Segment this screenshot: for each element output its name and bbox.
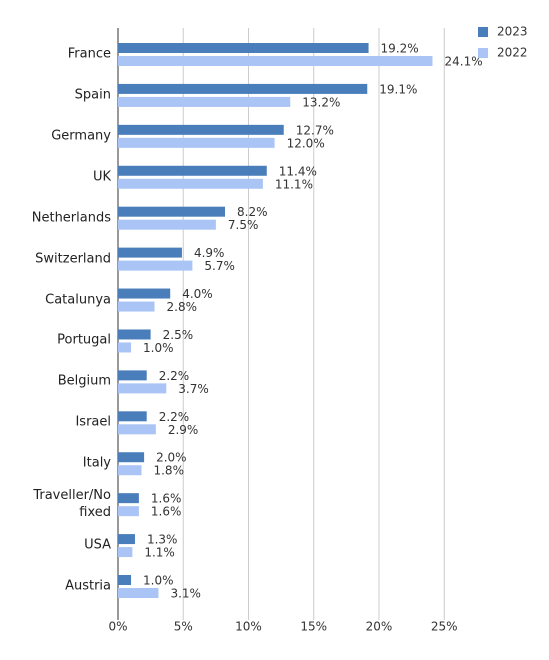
value-label: 1.1% bbox=[144, 546, 175, 560]
bar bbox=[118, 56, 433, 66]
y-tick-label: Germany bbox=[51, 128, 111, 144]
bar bbox=[118, 493, 139, 504]
value-label: 4.9% bbox=[194, 246, 225, 260]
x-tick-label: 0% bbox=[108, 620, 127, 634]
value-label: 2.9% bbox=[168, 423, 199, 437]
legend-label: 2022 bbox=[497, 46, 528, 60]
bar bbox=[118, 547, 133, 558]
bar bbox=[118, 247, 182, 258]
bar bbox=[118, 452, 145, 463]
value-label: 1.6% bbox=[151, 505, 182, 519]
x-tick-label: 5% bbox=[174, 620, 193, 634]
legend-swatch bbox=[478, 27, 488, 37]
y-tick-label: Italy bbox=[82, 455, 111, 471]
value-label: 2.2% bbox=[159, 410, 190, 424]
value-label: 1.0% bbox=[143, 574, 174, 588]
value-label: 2.2% bbox=[159, 369, 190, 383]
bar bbox=[118, 124, 284, 135]
value-label: 12.7% bbox=[296, 123, 334, 137]
y-tick-label: Belgium bbox=[57, 373, 111, 389]
bar bbox=[118, 342, 132, 353]
x-tick-label: 20% bbox=[366, 620, 393, 634]
value-label: 1.3% bbox=[147, 533, 178, 547]
bar bbox=[118, 424, 156, 435]
y-tick-label: Switzerland bbox=[35, 251, 111, 267]
y-tick-label: Israel bbox=[75, 414, 111, 430]
bar bbox=[118, 260, 193, 271]
value-label: 1.6% bbox=[151, 492, 182, 506]
value-label: 2.5% bbox=[163, 328, 194, 342]
bar bbox=[118, 575, 132, 585]
x-tick-label: 10% bbox=[235, 620, 262, 634]
x-tick-label: 25% bbox=[431, 620, 458, 634]
value-label: 11.4% bbox=[279, 164, 317, 178]
y-tick-label: Netherlands bbox=[31, 210, 111, 226]
y-tick-label: Traveller/No fixed bbox=[33, 488, 111, 521]
y-tick-label: Spain bbox=[74, 87, 111, 103]
value-label: 8.2% bbox=[237, 205, 268, 219]
value-label: 24.1% bbox=[445, 55, 483, 69]
bar bbox=[118, 288, 171, 299]
legend-swatch bbox=[478, 48, 488, 58]
bar bbox=[118, 588, 159, 598]
bar bbox=[118, 96, 291, 107]
bar bbox=[118, 219, 216, 230]
value-label: 1.0% bbox=[143, 341, 174, 355]
bar bbox=[118, 301, 155, 312]
bar bbox=[118, 43, 369, 53]
x-tick-label: 15% bbox=[300, 620, 327, 634]
bar bbox=[118, 506, 139, 517]
value-label: 2.0% bbox=[156, 451, 187, 465]
bar bbox=[118, 411, 147, 422]
bar bbox=[118, 534, 135, 545]
value-label: 4.0% bbox=[182, 287, 213, 301]
value-label: 3.7% bbox=[178, 382, 209, 396]
bar bbox=[118, 178, 263, 189]
value-label: 19.2% bbox=[381, 42, 419, 56]
bar bbox=[118, 137, 275, 148]
y-tick-label: USA bbox=[84, 537, 111, 553]
bar bbox=[118, 370, 147, 381]
value-label: 12.0% bbox=[287, 136, 325, 150]
value-label: 1.8% bbox=[153, 464, 184, 478]
bar bbox=[118, 83, 368, 94]
legend-label: 2023 bbox=[497, 25, 528, 39]
bar bbox=[118, 206, 226, 217]
bar bbox=[118, 165, 267, 176]
bar bbox=[118, 465, 142, 476]
value-label: 11.1% bbox=[275, 177, 313, 191]
bar bbox=[118, 329, 151, 340]
value-label: 19.1% bbox=[379, 82, 417, 96]
value-label: 2.8% bbox=[167, 300, 198, 314]
y-tick-label: Portugal bbox=[57, 332, 111, 348]
value-label: 13.2% bbox=[302, 95, 340, 109]
bar bbox=[118, 383, 167, 394]
y-tick-label: Austria bbox=[65, 578, 111, 594]
y-tick-label: France bbox=[67, 46, 111, 62]
value-label: 3.1% bbox=[170, 587, 201, 601]
value-label: 5.7% bbox=[204, 259, 235, 273]
y-tick-label: Catalunya bbox=[45, 292, 111, 308]
value-label: 7.5% bbox=[228, 218, 259, 232]
y-tick-label: UK bbox=[92, 169, 111, 185]
